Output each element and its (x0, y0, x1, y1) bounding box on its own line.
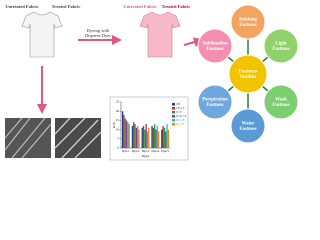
fastness-node (197, 28, 233, 64)
bar (155, 129, 157, 148)
text-line: Fastness (239, 127, 256, 132)
shirt-pink (139, 11, 181, 58)
text-line: Water (242, 122, 256, 127)
treated-label-2: Treated Fabric (162, 4, 191, 9)
bar (153, 124, 156, 148)
legend-swatch (172, 115, 175, 118)
x-tick-label: Dye-1 (122, 149, 130, 153)
bar (161, 129, 163, 148)
sem-fibers-2 (54, 117, 102, 159)
fastness-node (230, 108, 266, 144)
legend-label: CB (176, 102, 180, 106)
x-tick-label: Dye-4 (152, 149, 160, 153)
bar (142, 125, 145, 148)
fastness-label: Perspiration Fastness (202, 98, 228, 108)
legend-swatch (172, 107, 175, 110)
text-line: Fastness (239, 23, 256, 28)
text-line: Fastness (272, 103, 289, 108)
bar (167, 129, 170, 148)
y-axis-label: K/S (112, 122, 116, 128)
bar (123, 114, 125, 148)
bar (157, 131, 160, 148)
bar (138, 129, 140, 148)
fastness-node (263, 28, 299, 64)
y-tick-label: 0 (118, 146, 120, 150)
untreated-label: Untreated Fabric (5, 4, 38, 9)
bar (124, 118, 126, 148)
bar (163, 127, 166, 148)
fastness-label: Water Fastness (239, 122, 256, 132)
legend-label: PCB-CF (176, 114, 187, 118)
y-tick-label: 5 (118, 136, 120, 140)
y-tick-label: 10 (116, 127, 120, 131)
legend-label: PC-CF (176, 122, 185, 126)
text-line: Fastness (239, 69, 258, 75)
bar (165, 131, 167, 148)
y-tick-label: 25 (116, 100, 120, 104)
bar (166, 124, 168, 148)
hub-center-label: Fastness Studies (239, 69, 258, 81)
fastness-label: Wash Fastness (272, 98, 289, 108)
bar (125, 120, 128, 148)
fastness-label: Light Fastness (272, 42, 289, 52)
hub-center (228, 54, 268, 94)
bar (121, 111, 124, 148)
bar (137, 125, 139, 148)
fastness-node (230, 4, 266, 40)
fastness-node (197, 84, 233, 120)
legend-label: CB-CF (176, 106, 185, 110)
graphical-abstract: Untreated Fabric Treated Fabric Dyeing w… (4, 4, 299, 161)
text-line: Fastness (206, 103, 223, 108)
bar (156, 125, 158, 148)
text-line: Rubbing (239, 18, 257, 23)
text-line: Perspiration (202, 98, 228, 103)
text-line: Sublimation (202, 42, 227, 47)
y-tick-label: 15 (116, 118, 120, 122)
bar (162, 125, 164, 148)
shirt-untreated (21, 11, 63, 58)
bar (133, 122, 135, 148)
bar (128, 124, 130, 148)
bar (135, 127, 138, 148)
text-line: Fastness (272, 47, 289, 52)
legend-swatch (172, 111, 175, 114)
fastness-node (263, 84, 299, 120)
fastness-label: Rubbing Fastness (239, 18, 257, 28)
bar (144, 129, 146, 148)
treated-label: Treated Fabric (52, 4, 81, 9)
text-line: Fastness (206, 47, 223, 52)
process-label: Dyeing with Disperse Dyes (85, 28, 111, 38)
legend-label: PCB (176, 110, 182, 114)
x-tick-label: Dye-2 (132, 149, 140, 153)
bar (127, 122, 129, 148)
text-line: Studies (240, 74, 256, 80)
legend-swatch (172, 123, 175, 126)
legend-swatch (172, 103, 175, 106)
bar (134, 124, 136, 148)
fastness-label: Sublimation Fastness (202, 42, 227, 52)
bar (148, 127, 150, 148)
x-axis-label: Dyes (142, 154, 150, 158)
x-tick-label: Dye-5 (161, 149, 169, 153)
text-line: Wash (275, 98, 287, 103)
untreated-label-2: Untreated Fabric (123, 4, 156, 9)
text-line: Light (275, 42, 287, 47)
bar (152, 127, 154, 148)
bar (146, 131, 149, 148)
legend-label: PC-CB (176, 118, 185, 122)
bar (151, 125, 153, 148)
legend-swatch (172, 119, 175, 122)
bar (141, 127, 143, 148)
bar (131, 125, 134, 148)
y-tick-label: 20 (116, 109, 120, 113)
bar (145, 124, 147, 148)
sem-fibers-1 (4, 117, 52, 159)
x-tick-label: Dye-3 (142, 149, 150, 153)
